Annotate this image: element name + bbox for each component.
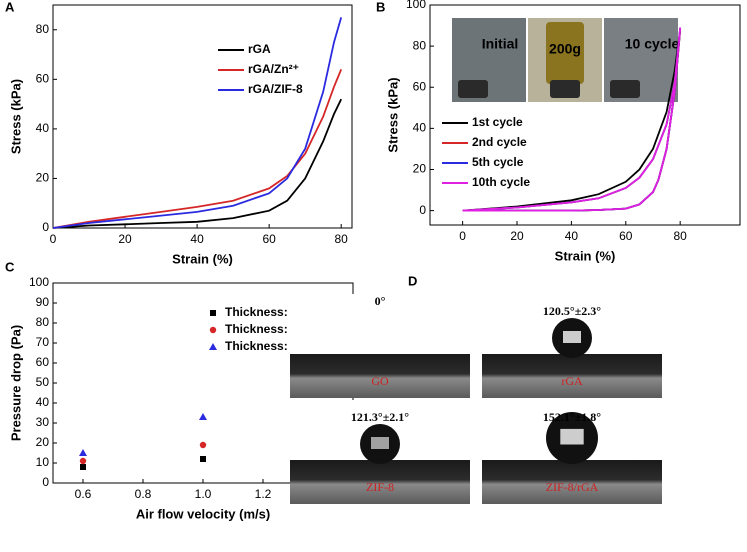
legend-label: rGA xyxy=(248,42,271,56)
y-tick-label: 20 xyxy=(413,162,427,176)
x-axis-label: Strain (%) xyxy=(172,251,233,266)
inset-label: Initial xyxy=(482,36,519,52)
x-tick-label: 40 xyxy=(565,229,579,243)
y-tick-label: 20 xyxy=(36,435,50,449)
series-line xyxy=(52,69,343,229)
legend-label: rGA/ZIF-8 xyxy=(248,82,303,96)
sample xyxy=(458,80,488,98)
y-tick-label: 20 xyxy=(36,171,50,185)
legend-swatch xyxy=(210,310,216,316)
y-tick-label: 90 xyxy=(36,295,50,309)
y-tick-label: 0 xyxy=(42,475,49,489)
y-axis-label: Stress (kPa) xyxy=(8,79,23,154)
x-tick-label: 40 xyxy=(190,232,204,246)
series-line xyxy=(52,17,343,229)
y-tick-label: 40 xyxy=(36,395,50,409)
legend-label: 2nd cycle xyxy=(472,135,527,149)
sample-name: rGA xyxy=(561,374,583,388)
y-tick-label: 40 xyxy=(36,121,50,135)
series-line xyxy=(462,27,682,212)
y-tick-label: 0 xyxy=(42,220,49,234)
x-tick-label: 0.8 xyxy=(135,487,152,501)
sample xyxy=(550,80,580,98)
panel-label: C xyxy=(5,259,15,274)
y-tick-label: 60 xyxy=(36,72,50,86)
y-tick-label: 80 xyxy=(413,38,427,52)
x-tick-label: 60 xyxy=(619,229,633,243)
x-tick-label: 20 xyxy=(510,229,524,243)
sample xyxy=(610,80,640,98)
x-tick-label: 0.6 xyxy=(75,487,92,501)
contact-angle: 120.5°±2.3° xyxy=(543,304,601,318)
y-tick-label: 30 xyxy=(36,415,50,429)
contact-angle: 152.1°±1.8° xyxy=(543,410,601,424)
y-tick-label: 40 xyxy=(413,121,427,135)
y-axis-label: Pressure drop (Pa) xyxy=(8,325,23,441)
panel-label: B xyxy=(376,0,385,14)
x-axis-label: Air flow velocity (m/s) xyxy=(136,506,270,521)
y-tick-label: 60 xyxy=(413,79,427,93)
marker xyxy=(80,464,86,470)
axes-frame xyxy=(52,4,353,229)
x-tick-label: 0 xyxy=(459,229,466,243)
legend-label: rGA/Zn²⁺ xyxy=(248,62,299,76)
legend-swatch xyxy=(209,326,217,334)
panel-label: D xyxy=(408,273,417,288)
photo xyxy=(290,354,470,398)
y-tick-label: 100 xyxy=(406,0,426,11)
droplet-highlight xyxy=(560,428,584,445)
x-tick-label: 1.2 xyxy=(255,487,272,501)
x-tick-label: 20 xyxy=(118,232,132,246)
photo xyxy=(482,460,662,504)
panel-label: A xyxy=(5,0,15,14)
y-tick-label: 0 xyxy=(419,203,426,217)
y-tick-label: 80 xyxy=(36,22,50,36)
legend-label: 5th cycle xyxy=(472,155,524,169)
legend-label: 10th cycle xyxy=(472,175,530,189)
contact-angle: 121.3°±2.1° xyxy=(351,410,409,424)
sample-name: ZIF-8 xyxy=(366,480,394,494)
x-tick-label: 80 xyxy=(335,232,349,246)
axes-frame xyxy=(429,4,741,226)
series-line xyxy=(52,98,343,229)
legend-label: 1st cycle xyxy=(472,115,523,129)
marker xyxy=(200,456,206,462)
y-tick-label: 60 xyxy=(36,355,50,369)
y-tick-label: 80 xyxy=(36,315,50,329)
y-tick-label: 100 xyxy=(29,275,49,289)
y-tick-label: 10 xyxy=(36,455,50,469)
inset-label: 10 cycle xyxy=(625,36,680,52)
x-tick-label: 60 xyxy=(262,232,276,246)
sample-name: GO xyxy=(371,374,389,388)
y-axis-label: Stress (kPa) xyxy=(385,77,400,152)
x-tick-label: 80 xyxy=(673,229,687,243)
contact-angle: 0° xyxy=(375,294,386,308)
marker xyxy=(79,457,87,465)
legend-swatch xyxy=(209,343,217,350)
x-axis-label: Strain (%) xyxy=(555,248,616,263)
x-tick-label: 0 xyxy=(50,232,57,246)
marker xyxy=(199,413,207,420)
y-tick-label: 70 xyxy=(36,335,50,349)
droplet-highlight xyxy=(371,437,389,449)
photo xyxy=(290,460,470,504)
marker xyxy=(79,449,87,456)
inset-label: 200g xyxy=(549,41,581,57)
weight xyxy=(546,22,584,84)
sample-name: ZIF-8/rGA xyxy=(546,480,599,494)
photo xyxy=(482,354,662,398)
droplet-highlight xyxy=(563,331,581,343)
x-tick-label: 1.0 xyxy=(195,487,212,501)
marker xyxy=(199,441,207,449)
y-tick-label: 50 xyxy=(36,375,50,389)
